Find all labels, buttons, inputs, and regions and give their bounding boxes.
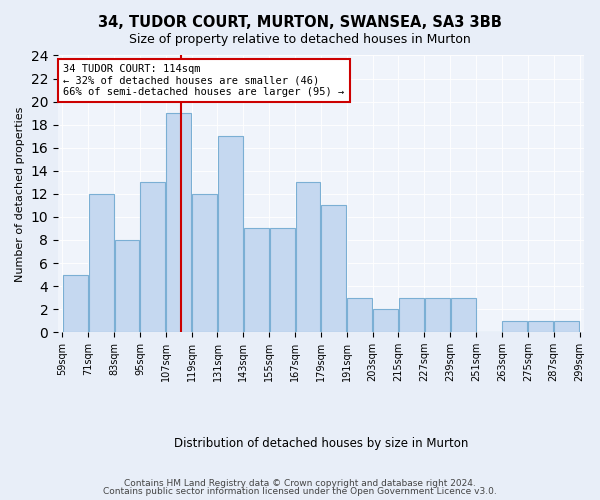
Text: Contains HM Land Registry data © Crown copyright and database right 2024.: Contains HM Land Registry data © Crown c… <box>124 478 476 488</box>
Bar <box>399 298 424 332</box>
Bar <box>115 240 139 332</box>
Text: Contains public sector information licensed under the Open Government Licence v3: Contains public sector information licen… <box>103 487 497 496</box>
Bar <box>63 274 88 332</box>
Bar <box>140 182 165 332</box>
Bar <box>529 320 553 332</box>
Bar <box>218 136 243 332</box>
Bar <box>373 309 398 332</box>
Bar <box>192 194 217 332</box>
Bar <box>425 298 449 332</box>
X-axis label: Distribution of detached houses by size in Murton: Distribution of detached houses by size … <box>174 437 468 450</box>
Bar <box>166 113 191 332</box>
Text: 34, TUDOR COURT, MURTON, SWANSEA, SA3 3BB: 34, TUDOR COURT, MURTON, SWANSEA, SA3 3B… <box>98 15 502 30</box>
Y-axis label: Number of detached properties: Number of detached properties <box>15 106 25 282</box>
Bar <box>502 320 527 332</box>
Bar <box>554 320 579 332</box>
Bar <box>322 206 346 332</box>
Text: Size of property relative to detached houses in Murton: Size of property relative to detached ho… <box>129 32 471 46</box>
Bar <box>451 298 476 332</box>
Bar <box>89 194 113 332</box>
Bar <box>244 228 269 332</box>
Text: 34 TUDOR COURT: 114sqm
← 32% of detached houses are smaller (46)
66% of semi-det: 34 TUDOR COURT: 114sqm ← 32% of detached… <box>63 64 344 97</box>
Bar <box>270 228 295 332</box>
Bar <box>296 182 320 332</box>
Bar <box>347 298 372 332</box>
